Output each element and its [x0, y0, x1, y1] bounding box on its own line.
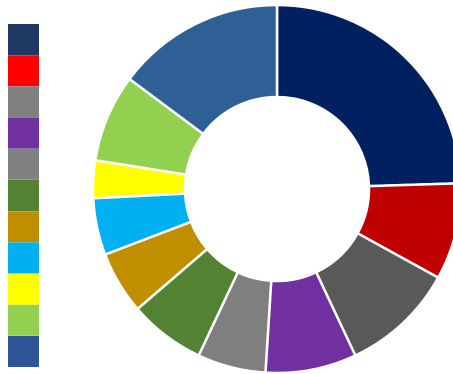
legend-swatch — [8, 273, 39, 305]
donut-slices — [91, 3, 453, 374]
legend-swatch — [8, 180, 39, 211]
legend-swatch — [8, 24, 39, 55]
legend-swatch — [8, 86, 39, 118]
legend-swatch — [8, 55, 39, 87]
legend-swatch — [8, 211, 39, 243]
legend-swatch — [8, 304, 39, 336]
legend-swatch — [8, 117, 39, 149]
donut-slice — [127, 3, 279, 136]
legend — [8, 24, 39, 367]
legend-swatch — [8, 242, 39, 274]
legend-swatch — [8, 148, 39, 180]
legend-swatch — [8, 336, 39, 367]
donut-slice — [275, 3, 453, 188]
